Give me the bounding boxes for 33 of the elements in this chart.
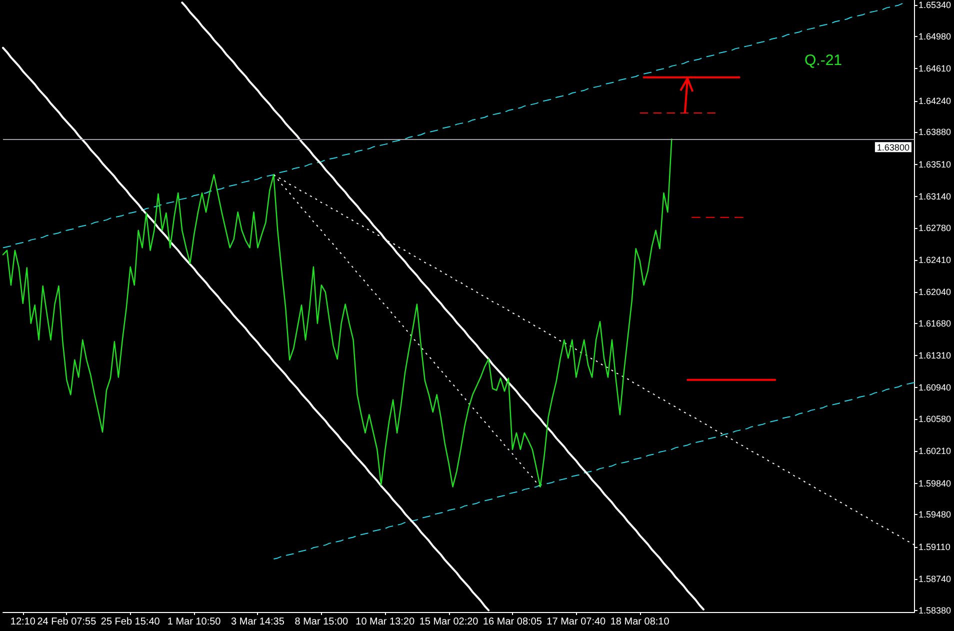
y-tick-label: 1.58740 — [918, 574, 952, 584]
x-tick-label: 25 Feb 15:40 — [100, 616, 160, 628]
y-tick-label: 1.59110 — [918, 542, 950, 552]
y-tick-label: 1.63140 — [918, 191, 952, 202]
y-tick-label: 1.60210 — [918, 446, 952, 456]
x-tick-label: 1 Mar 10:50 — [167, 616, 222, 628]
x-tick-label: 18 Mar 08:10 — [610, 616, 670, 628]
ref-line-label: 1.63800 — [876, 142, 910, 153]
x-tick-label: 24 Feb 07:55 — [37, 616, 97, 628]
x-tick-label: 17 Mar 07:40 — [546, 616, 606, 628]
x-tick-label: 8 Mar 15:00 — [294, 616, 349, 628]
x-tick-label: 10 Mar 13:20 — [356, 616, 415, 628]
x-tick-label: 15 Mar 02:20 — [419, 616, 479, 628]
x-tick-label: 12:10 — [10, 616, 36, 628]
y-tick-label: 1.59480 — [918, 510, 952, 520]
y-tick-label: 1.61680 — [918, 318, 952, 328]
x-tick-label: 3 Mar 14:35 — [231, 616, 285, 628]
y-tick-label: 1.63880 — [918, 127, 952, 138]
y-tick-label: 1.62410 — [918, 254, 952, 265]
y-tick-label: 1.58380 — [918, 605, 952, 616]
y-tick-label: 1.64610 — [918, 64, 952, 74]
annotation: Q.-21 — [804, 52, 842, 69]
y-tick-label: 1.60580 — [918, 414, 952, 424]
y-tick-label: 1.64980 — [918, 32, 952, 42]
x-tick-label: 16 Mar 08:05 — [483, 616, 542, 628]
y-tick-label: 1.62780 — [918, 222, 952, 233]
y-tick-label: 1.62040 — [918, 287, 952, 298]
y-tick-label: 1.64240 — [918, 96, 952, 106]
y-tick-label: 1.65340 — [918, 0, 952, 10]
y-tick-label: 1.59840 — [918, 478, 952, 488]
y-tick-label: 1.63510 — [918, 159, 952, 170]
y-tick-label: 1.60940 — [918, 382, 952, 393]
y-tick-label: 1.61310 — [918, 350, 952, 361]
